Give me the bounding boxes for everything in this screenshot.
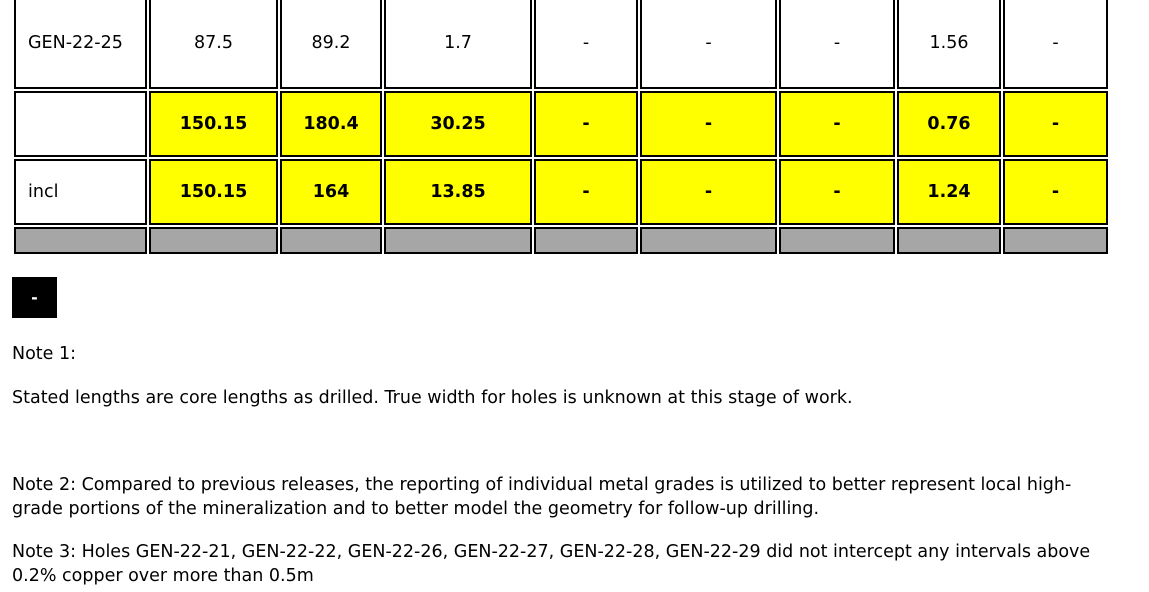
row-label: incl <box>14 159 147 225</box>
separator-row <box>14 227 1108 254</box>
table-cell: 0.76 <box>897 91 1001 157</box>
separator-cell <box>897 227 1001 254</box>
collapse-button[interactable]: - <box>12 277 57 318</box>
table-cell: 1.24 <box>897 159 1001 225</box>
separator-cell <box>384 227 532 254</box>
table-row: incl 150.15 164 13.85- - -1.24- <box>14 159 1108 225</box>
table-cell: 150.15 <box>149 91 278 157</box>
separator-cell <box>640 227 777 254</box>
separator-cell <box>14 227 147 254</box>
table-cell: - <box>779 159 895 225</box>
table-cell: - <box>534 91 638 157</box>
table-cell: - <box>640 0 777 89</box>
table-cell: - <box>1003 159 1108 225</box>
table-cell: 150.15 <box>149 159 278 225</box>
separator-cell <box>779 227 895 254</box>
separator-cell <box>534 227 638 254</box>
table-cell: 164 <box>280 159 382 225</box>
table-cell: 30.25 <box>384 91 532 157</box>
table-cell: 87.5 <box>149 0 278 89</box>
separator-cell <box>280 227 382 254</box>
table-cell: 13.85 <box>384 159 532 225</box>
table-cell: - <box>1003 91 1108 157</box>
row-label: GEN-22-25 <box>14 0 147 89</box>
note-1-text: Stated lengths are core lengths as drill… <box>12 388 853 408</box>
table-cell: - <box>534 0 638 89</box>
table-cell: - <box>640 91 777 157</box>
drill-results-table: GEN-22-25 87.5 89.2 1.7- - -1.56-150.15 180.4 3… <box>12 0 1110 256</box>
table-cell: 1.56 <box>897 0 1001 89</box>
table-cell: 1.7 <box>384 0 532 89</box>
table-cell: 180.4 <box>280 91 382 157</box>
note-1-title: Note 1: <box>12 344 77 364</box>
table-cell: - <box>640 159 777 225</box>
table-cell: - <box>534 159 638 225</box>
separator-cell <box>1003 227 1108 254</box>
table-cell: - <box>779 91 895 157</box>
table-cell: 89.2 <box>280 0 382 89</box>
note-3: Note 3: Holes GEN-22-21, GEN-22-22, GEN-… <box>12 542 1091 586</box>
row-label <box>14 91 147 157</box>
table-cell: - <box>1003 0 1108 89</box>
separator-cell <box>149 227 278 254</box>
table-row: 150.15 180.4 30.25- - -0.76- <box>14 91 1108 157</box>
table-row: GEN-22-25 87.5 89.2 1.7- - -1.56- <box>14 0 1108 89</box>
table-cell: - <box>779 0 895 89</box>
note-2: Note 2: Compared to previous releases, t… <box>12 475 1072 519</box>
